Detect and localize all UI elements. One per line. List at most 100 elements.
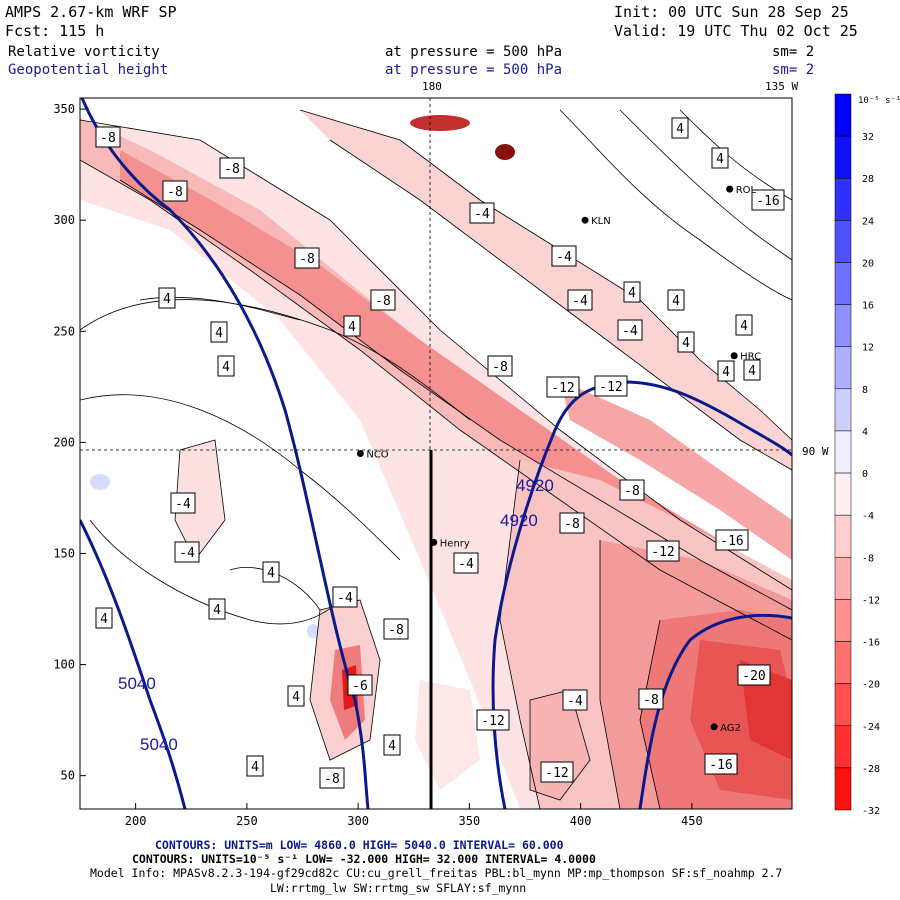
height-contour-5040-north bbox=[80, 98, 370, 809]
vorticity-label-box bbox=[704, 753, 738, 775]
vorticity-label: 4 bbox=[215, 326, 223, 341]
x-tick-label: 200 bbox=[125, 814, 147, 828]
vorticity-label: 4 bbox=[672, 294, 680, 309]
field2-level: at pressure = 500 hPa bbox=[385, 62, 563, 78]
height-contour-5040-west bbox=[80, 519, 187, 809]
vorticity-label-box bbox=[95, 607, 113, 629]
forecast-hour: Fcst: 115 h bbox=[5, 22, 105, 40]
vorticity-label: 4 bbox=[267, 566, 275, 581]
station-label: ROL bbox=[736, 185, 757, 196]
vorticity-label: -4 bbox=[572, 294, 588, 309]
colorbar-segment bbox=[834, 472, 852, 516]
vorticity-label-box bbox=[383, 734, 401, 756]
vorticity-label-box bbox=[617, 319, 643, 341]
vorticity-label: -8 bbox=[643, 693, 659, 708]
vorticity-label-box bbox=[487, 355, 513, 377]
parallel-label: 90 W bbox=[802, 445, 829, 458]
colorbar-segment bbox=[834, 388, 852, 432]
model-title: AMPS 2.67-km WRF SP bbox=[5, 3, 177, 21]
vorticity-label: -8 bbox=[388, 623, 404, 638]
vorticity-label-box bbox=[737, 664, 771, 686]
vorticity-label-box bbox=[546, 376, 580, 398]
vorticity-label: -16 bbox=[720, 534, 743, 549]
colorbar-tick-label: -8 bbox=[862, 553, 874, 564]
footer-model-info: Model Info: MPASv8.2.3-194-gf29cd82c CU:… bbox=[90, 866, 783, 880]
y-tick-label: 200 bbox=[53, 435, 75, 449]
colorbar-segment bbox=[834, 135, 852, 179]
station-marker bbox=[430, 538, 438, 546]
colorbar-tick-label: 32 bbox=[862, 132, 874, 143]
height-contour-4920 bbox=[491, 380, 792, 809]
vorticity-label-box bbox=[715, 529, 749, 551]
vorticity-label: -8 bbox=[167, 185, 183, 200]
vorticity-label-box bbox=[347, 674, 373, 696]
vorticity-label: -16 bbox=[756, 194, 779, 209]
vorticity-label: -4 bbox=[179, 546, 195, 561]
vorticity-label-box bbox=[219, 157, 245, 179]
vorticity-field bbox=[80, 110, 792, 809]
vorticity-label: 4 bbox=[716, 152, 724, 167]
y-tick-label: 350 bbox=[53, 102, 75, 116]
colorbar-segment bbox=[834, 220, 852, 263]
station-marker bbox=[730, 352, 738, 360]
field2-smoothing: sm= 2 bbox=[772, 62, 815, 78]
vorticity-label: -4 bbox=[567, 694, 583, 709]
x-tick-label: 450 bbox=[681, 814, 703, 828]
footer-vorticity-contours: CONTOURS: UNITS=10⁻⁵ s⁻¹ LOW= -32.000 HI… bbox=[132, 852, 596, 866]
vorticity-label-box bbox=[623, 281, 641, 303]
colorbar-tick-label: 0 bbox=[862, 469, 868, 480]
vorticity-label: -12 bbox=[599, 380, 622, 395]
vorticity-label-box bbox=[717, 360, 735, 382]
vorticity-label: -12 bbox=[481, 714, 504, 729]
vorticity-label: -12 bbox=[545, 766, 568, 781]
colorbar-tick-label: -32 bbox=[862, 806, 880, 817]
vorticity-label: 4 bbox=[213, 603, 221, 618]
vorticity-label-box bbox=[343, 315, 361, 337]
colorbar-tick-label: 4 bbox=[862, 427, 868, 438]
vorticity-label-box bbox=[711, 147, 729, 169]
vorticity-label-box bbox=[383, 618, 409, 640]
footer-model-info-2: LW:rrtmg_lw SW:rrtmg_sw SFLAY:sf_mynn bbox=[270, 881, 527, 895]
vorticity-label-box bbox=[646, 540, 680, 562]
vorticity-label: -8 bbox=[299, 252, 315, 267]
colorbar-segment bbox=[834, 514, 852, 558]
vorticity-label: 4 bbox=[748, 364, 756, 379]
vorticity-label-box bbox=[559, 512, 585, 534]
colorbar-tick-label: -28 bbox=[862, 764, 880, 775]
colorbar-segment bbox=[834, 430, 852, 474]
vorticity-label: -8 bbox=[492, 360, 508, 375]
vorticity-label: -4 bbox=[175, 497, 191, 512]
vorticity-label-box bbox=[217, 355, 235, 377]
colorbar-tick-label: -20 bbox=[862, 680, 880, 691]
vorticity-label-box bbox=[594, 375, 628, 397]
colorbar-segment bbox=[834, 93, 852, 137]
vorticity-label: -4 bbox=[622, 324, 638, 339]
y-tick-label: 150 bbox=[53, 546, 75, 560]
field1-smoothing: sm= 2 bbox=[772, 44, 815, 60]
vorticity-label: 4 bbox=[740, 319, 748, 334]
x-tick-label: 300 bbox=[347, 814, 369, 828]
colorbar-tick-label: 28 bbox=[862, 174, 874, 185]
height-contour-4860 bbox=[638, 613, 792, 809]
station-label: KLN bbox=[591, 216, 611, 227]
colorbar-segment bbox=[834, 262, 852, 305]
station-marker bbox=[356, 450, 364, 457]
vorticity-label: -8 bbox=[564, 517, 580, 532]
height-contours bbox=[80, 98, 792, 809]
vorticity-label-box bbox=[332, 586, 358, 608]
vorticity-label-box bbox=[469, 202, 495, 224]
y-tick-label: 250 bbox=[53, 324, 75, 338]
vorticity-label: -4 bbox=[474, 207, 490, 222]
meridian2-label: 135 W bbox=[765, 80, 798, 93]
vorticity-label-box bbox=[551, 245, 577, 267]
vorticity-label-box bbox=[95, 126, 121, 148]
height-label-5040-a: 5040 bbox=[118, 674, 156, 693]
vorticity-label: 4 bbox=[100, 612, 108, 627]
colorbar-segment bbox=[834, 599, 852, 642]
vorticity-label: 4 bbox=[348, 320, 356, 335]
vorticity-label-box bbox=[174, 541, 200, 563]
vorticity-label-box bbox=[562, 689, 588, 711]
vorticity-label: -8 bbox=[624, 484, 640, 499]
axes: 200 250 300 350 400 450 50 100 150 200 250 300 350 bbox=[53, 102, 702, 828]
